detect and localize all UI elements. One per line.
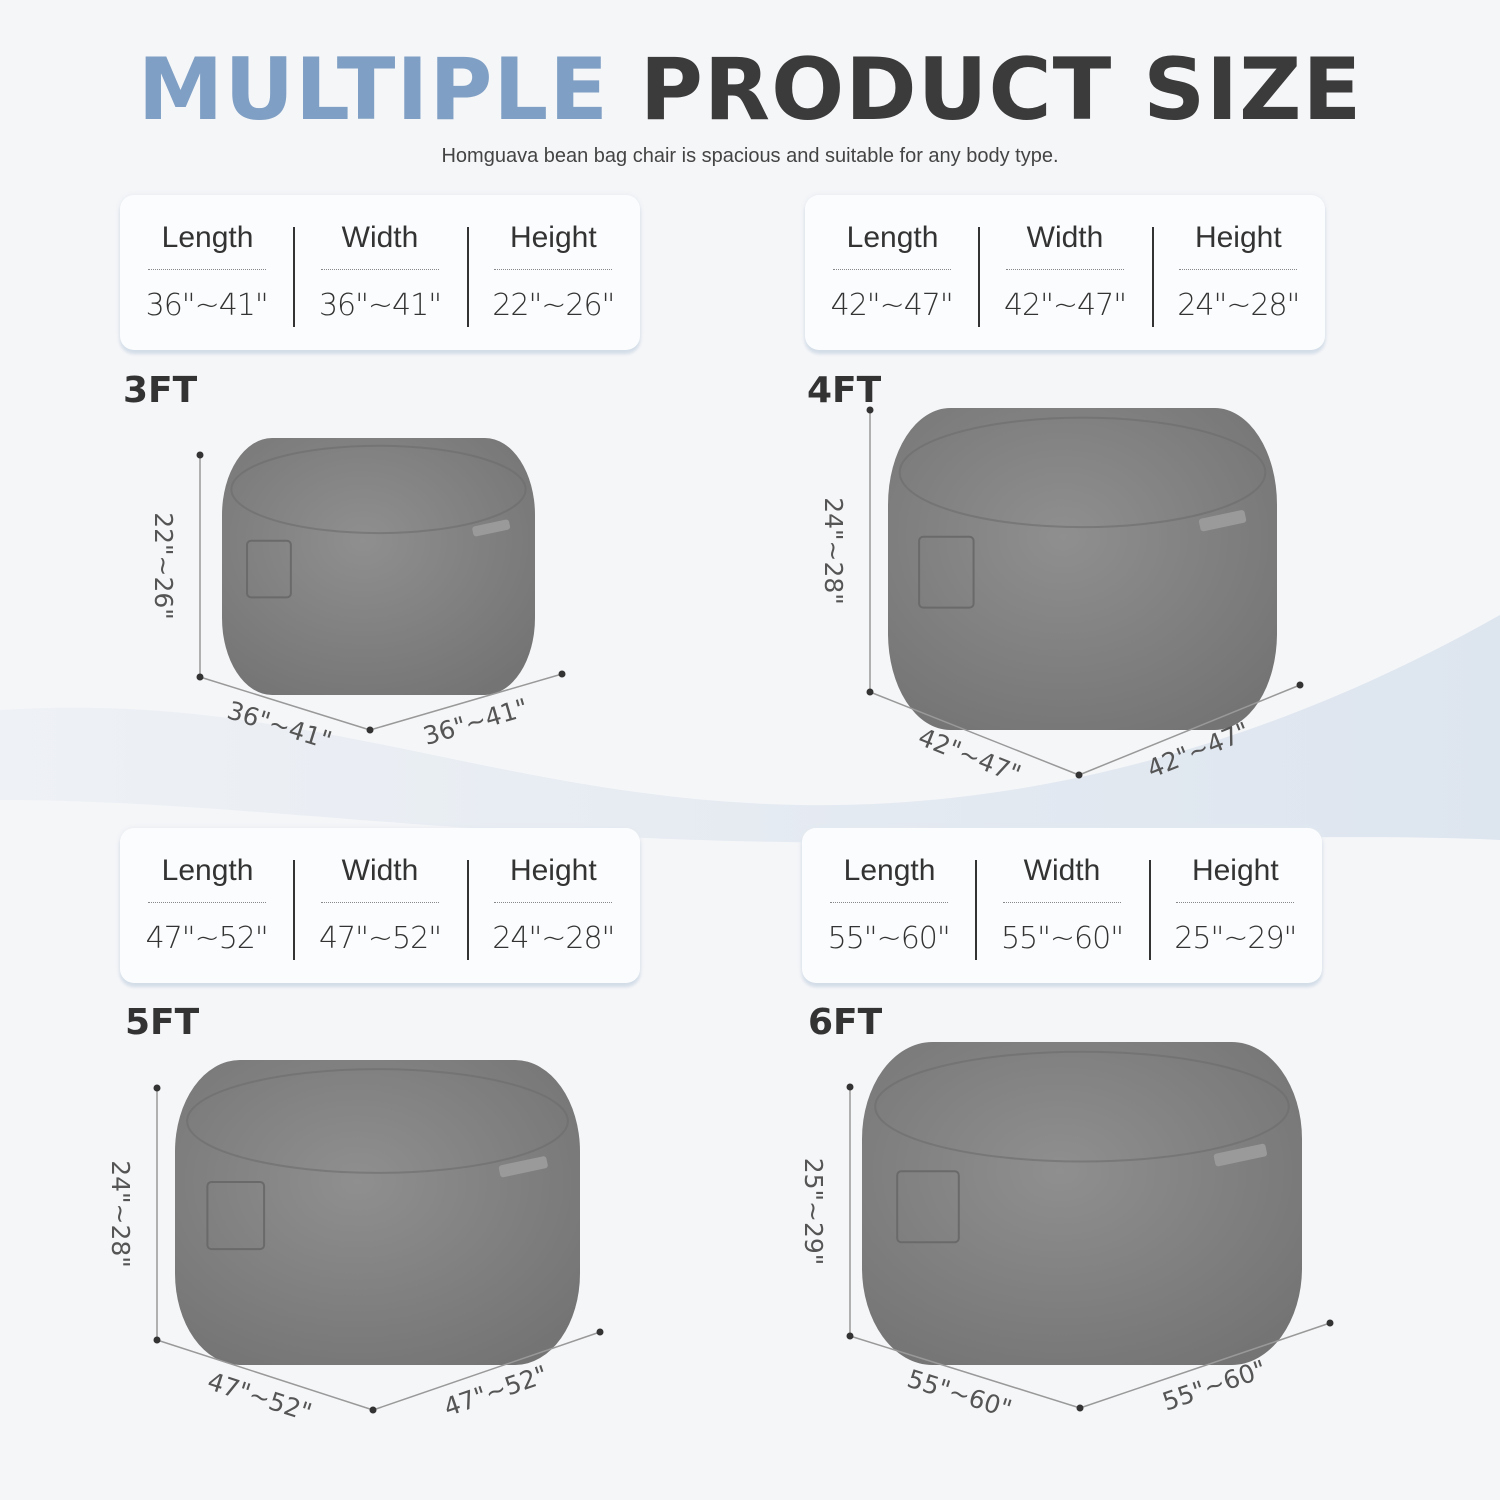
- size-label: 4FT: [807, 370, 882, 411]
- dimension-height: Height 24"~28": [1151, 195, 1325, 350]
- dimension-value: 22"~26": [492, 288, 615, 323]
- dimension-value: 36"~41": [318, 288, 442, 323]
- dimension-value: 24"~28": [1177, 288, 1300, 323]
- column-header: Width: [1005, 221, 1124, 270]
- height-label: 24"~28": [819, 497, 848, 605]
- column-header: Height: [494, 221, 613, 270]
- dimension-value: 42"~47": [830, 288, 954, 323]
- dimension-point: [366, 726, 374, 734]
- column-header: Length: [147, 221, 266, 270]
- handle: [1213, 1143, 1268, 1167]
- dimension-point: [846, 1083, 854, 1091]
- height-label: 24"~28": [106, 1160, 135, 1268]
- handle: [472, 519, 511, 537]
- pocket: [246, 539, 292, 599]
- dimension-value: 36"~41": [145, 288, 269, 323]
- pocket: [896, 1170, 960, 1244]
- dimension-value: 55"~60": [1000, 921, 1124, 956]
- dimension-point: [153, 1084, 161, 1092]
- bean-bag-image: [175, 1060, 580, 1365]
- dimension-point: [1075, 771, 1083, 779]
- dimension-height: Height 24"~28": [466, 828, 640, 983]
- size-label: 5FT: [125, 1002, 200, 1043]
- height-label: 25"~29": [799, 1158, 828, 1266]
- dimension-length: Length 36"~41": [120, 195, 293, 350]
- size-label: 3FT: [123, 370, 198, 411]
- dimension-length: Length 42"~47": [805, 195, 978, 350]
- height-label: 22"~26": [149, 512, 178, 620]
- dimension-height: Height 22"~26": [466, 195, 640, 350]
- dimension-point: [846, 1332, 854, 1340]
- column-header: Width: [320, 221, 439, 270]
- dimension-length: Length 55"~60": [802, 828, 975, 983]
- column-header: Length: [829, 854, 948, 903]
- bean-bag-image: [888, 408, 1277, 730]
- dimension-point: [866, 406, 874, 414]
- dimension-point: [866, 688, 874, 696]
- length-label: 55"~60": [904, 1364, 1015, 1424]
- bean-bag-image: [862, 1042, 1302, 1365]
- dimension-point: [369, 1406, 377, 1414]
- dimension-card-3ft: Length 36"~41" Width 36"~41" Height 22"~26": [120, 195, 640, 350]
- dimension-point: [196, 673, 204, 681]
- dimension-point: [596, 1328, 604, 1336]
- dimension-value: 47"~52": [145, 921, 269, 956]
- column-header: Width: [1002, 854, 1121, 903]
- column-header: Height: [1179, 221, 1298, 270]
- handle: [498, 1156, 548, 1178]
- dimension-value: 42"~47": [1003, 288, 1127, 323]
- dimension-width: Width 42"~47": [978, 195, 1151, 350]
- subtitle: Homguava bean bag chair is spacious and …: [441, 145, 1059, 167]
- dimension-length: Length 47"~52": [120, 828, 293, 983]
- bean-bag-image: [222, 438, 535, 695]
- width-label: 36"~41": [420, 693, 531, 751]
- page-title: MULTIPLE PRODUCT SIZE: [0, 40, 1500, 140]
- dimension-point: [153, 1336, 161, 1344]
- size-label: 6FT: [808, 1002, 883, 1043]
- column-header: Height: [494, 854, 613, 903]
- pocket: [206, 1181, 266, 1251]
- dimension-card-4ft: Length 42"~47" Width 42"~47" Height 24"~28": [805, 195, 1325, 350]
- dimension-value: 47"~52": [318, 921, 442, 956]
- dimension-point: [1076, 1404, 1084, 1412]
- dimension-value: 24"~28": [492, 921, 615, 956]
- dimension-point: [196, 451, 204, 459]
- dimension-point: [1296, 681, 1304, 689]
- dimension-card-6ft: Length 55"~60" Width 55"~60" Height 25"~29": [802, 828, 1322, 983]
- column-header: Length: [832, 221, 951, 270]
- dimension-width: Width 47"~52": [293, 828, 466, 983]
- pocket: [918, 535, 975, 609]
- dimension-value: 25"~29": [1174, 921, 1297, 956]
- dimension-height: Height 25"~29": [1148, 828, 1322, 983]
- dimension-point: [558, 670, 566, 678]
- dimension-width: Width 55"~60": [975, 828, 1148, 983]
- title-accent: MULTIPLE: [137, 40, 609, 140]
- dimension-value: 55"~60": [827, 921, 951, 956]
- length-label: 47"~52": [204, 1367, 315, 1428]
- dimension-point: [1326, 1319, 1334, 1327]
- dimension-width: Width 36"~41": [293, 195, 466, 350]
- handle: [1198, 510, 1247, 532]
- column-header: Width: [320, 854, 439, 903]
- title-main: PRODUCT SIZE: [639, 40, 1363, 140]
- width-label: 47"~52": [440, 1360, 551, 1422]
- column-header: Height: [1176, 854, 1295, 903]
- column-header: Length: [147, 854, 266, 903]
- dimension-card-5ft: Length 47"~52" Width 47"~52" Height 24"~28": [120, 828, 640, 983]
